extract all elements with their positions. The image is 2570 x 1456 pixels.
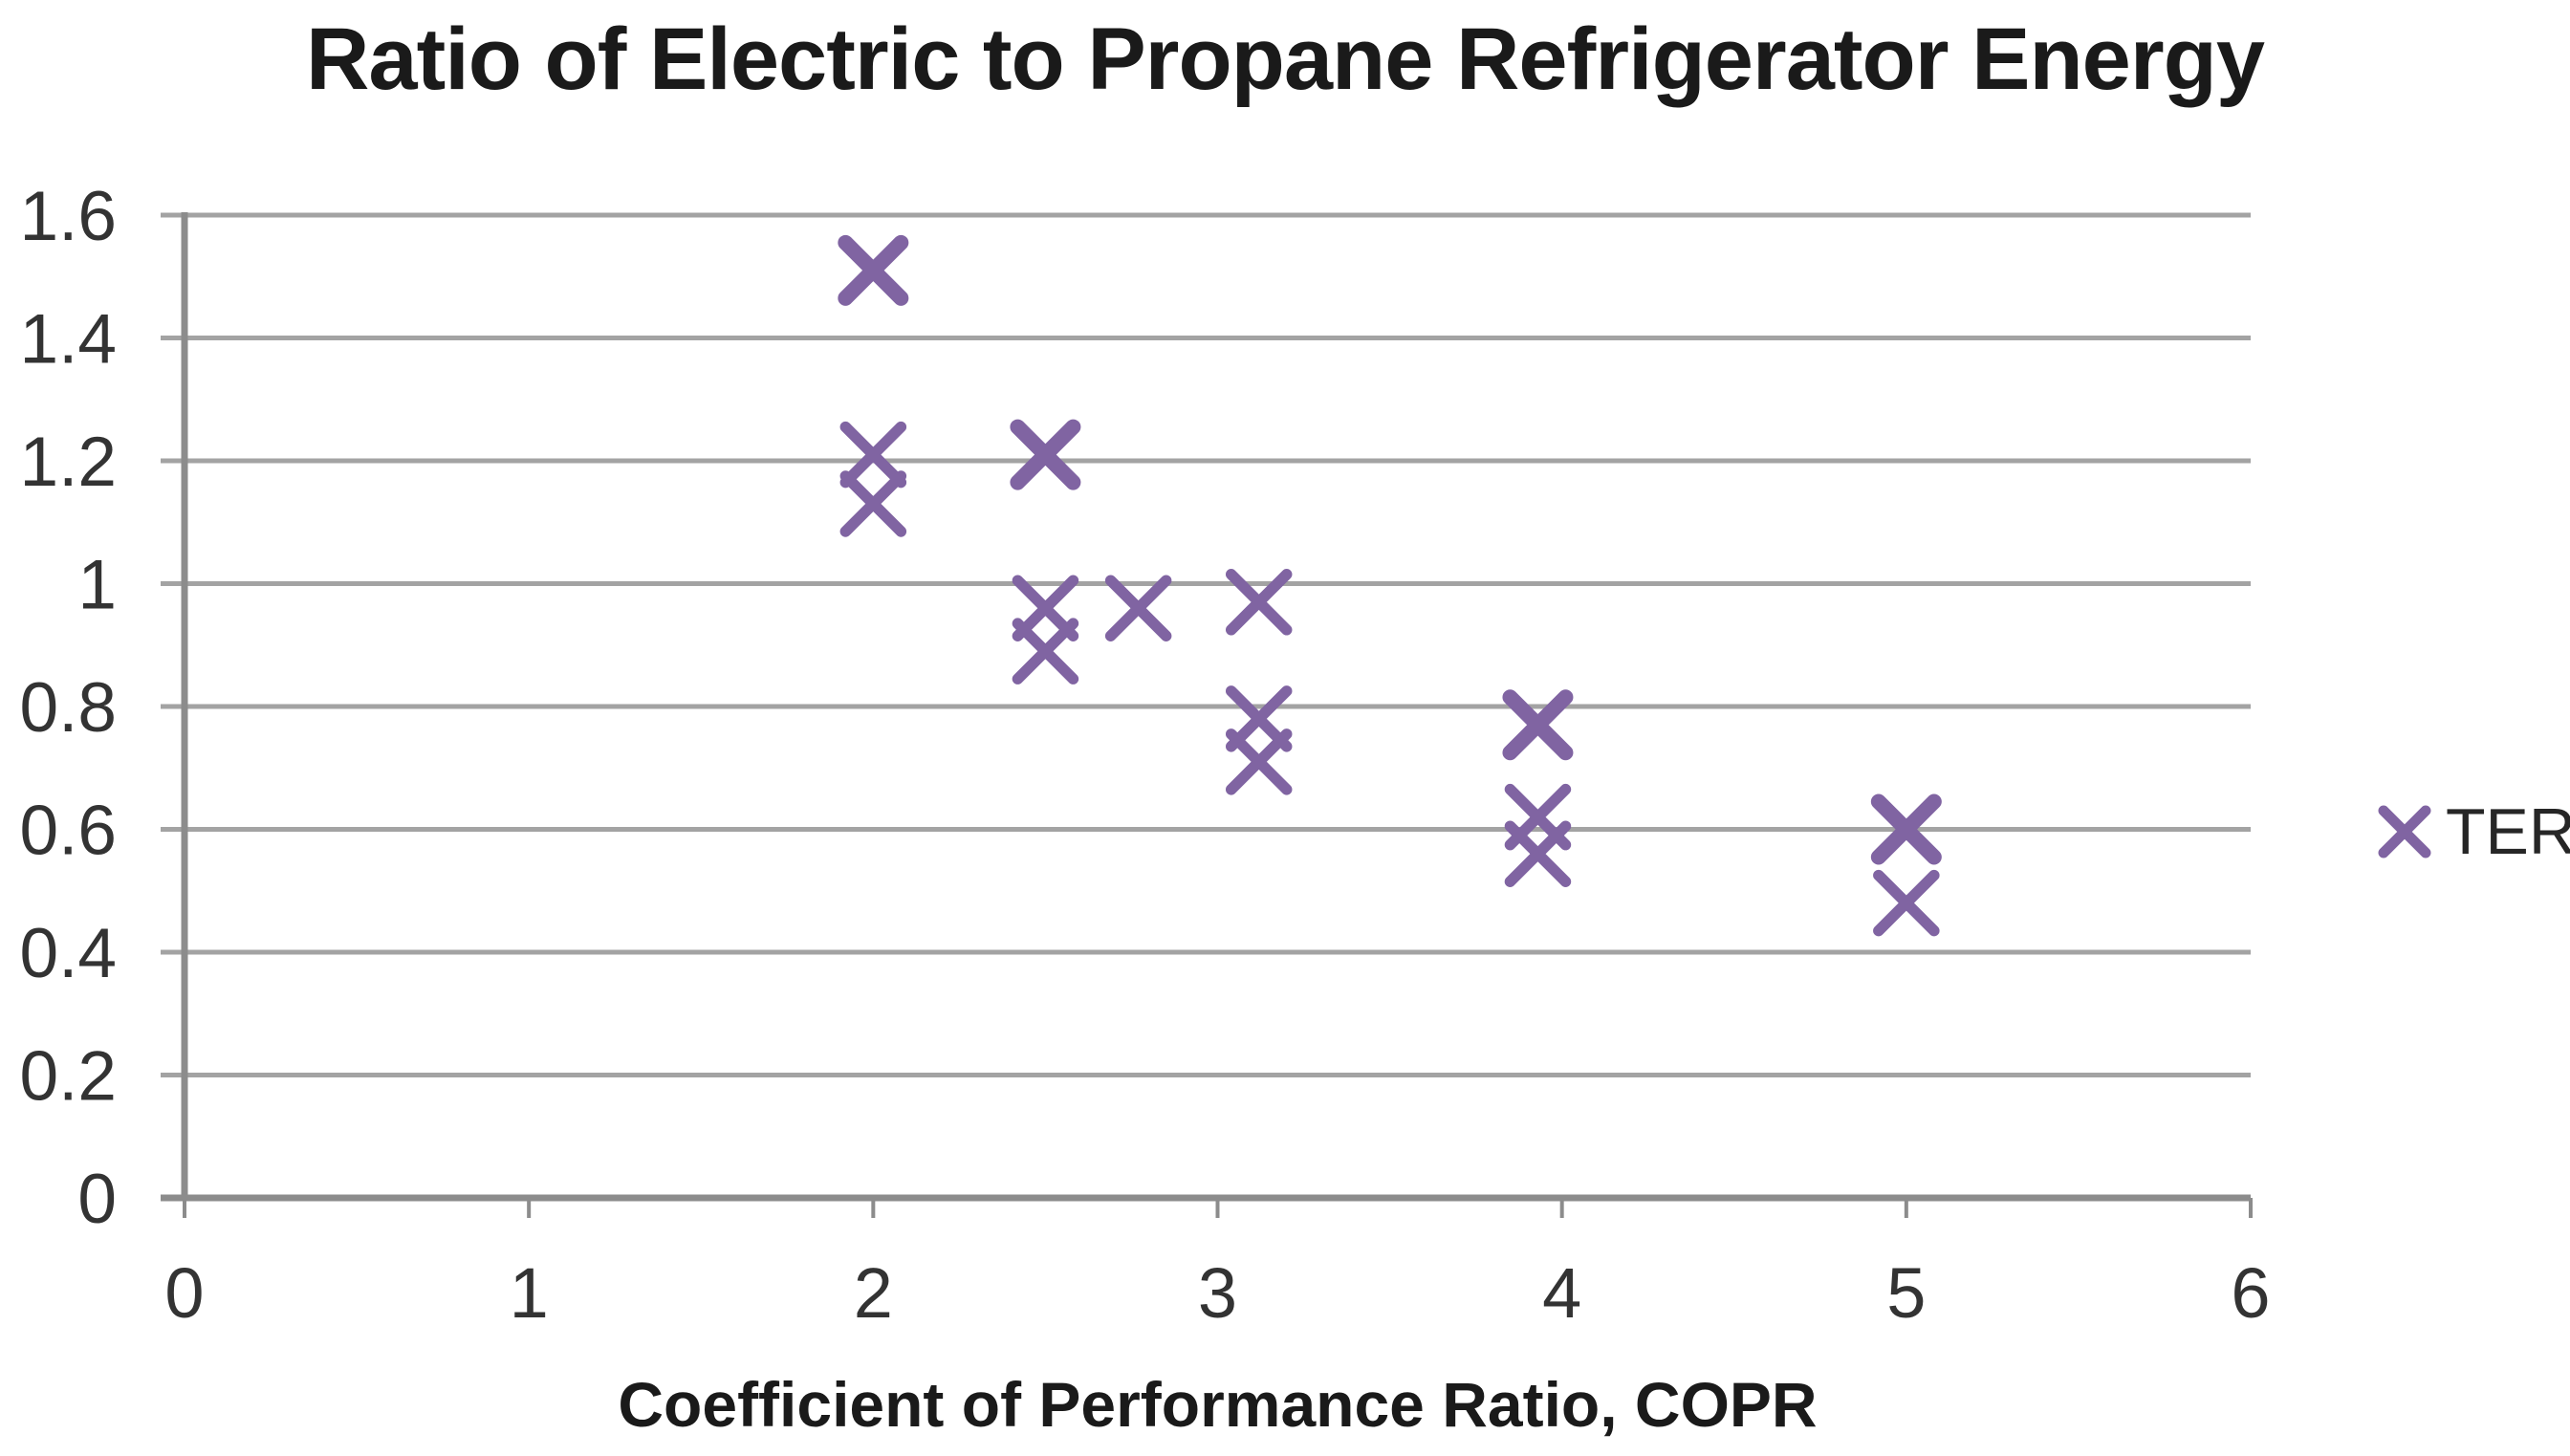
data-point-marker: [1502, 689, 1574, 761]
data-point-marker: [839, 421, 907, 489]
legend-series-label: TER: [2446, 795, 2570, 868]
y-tick-label: 0.2: [20, 1038, 117, 1116]
chart-title: Ratio of Electric to Propane Refrigerato…: [305, 11, 2265, 108]
x-tick-label: 4: [1542, 1253, 1581, 1333]
data-point-marker: [838, 234, 909, 306]
x-tick-label: 2: [854, 1253, 893, 1333]
data-point-marker: [1870, 793, 1942, 865]
y-tick-label: 0: [77, 1161, 117, 1238]
data-point-marker: [1504, 820, 1572, 887]
x-tick-label: 3: [1198, 1253, 1237, 1333]
y-tick-label: 1.4: [20, 301, 117, 379]
x-tick-label: 1: [510, 1253, 549, 1333]
x-tick-label: 5: [1886, 1253, 1926, 1333]
data-point-marker: [1873, 869, 1940, 937]
data-point-marker: [839, 470, 907, 537]
y-tick-label: 0.4: [20, 915, 117, 992]
data-point-marker: [1225, 569, 1293, 636]
y-tick-label: 1: [77, 547, 117, 624]
y-tick-label: 1.6: [20, 178, 117, 255]
x-marker-icon: [2378, 805, 2431, 858]
y-tick-label: 0.6: [20, 793, 117, 870]
data-point-marker: [1010, 419, 1081, 490]
x-tick-label: 6: [2231, 1253, 2270, 1333]
data-point-marker: [1104, 575, 1172, 641]
data-point-marker: [1012, 618, 1079, 685]
y-tick-label: 1.2: [20, 424, 117, 501]
y-tick-label: 0.8: [20, 669, 117, 747]
x-tick-label: 0: [164, 1253, 204, 1333]
data-point-marker: [1225, 728, 1293, 795]
legend: TER: [2373, 799, 2570, 864]
x-axis-title: Coefficient of Performance Ratio, COPR: [618, 1369, 1818, 1440]
